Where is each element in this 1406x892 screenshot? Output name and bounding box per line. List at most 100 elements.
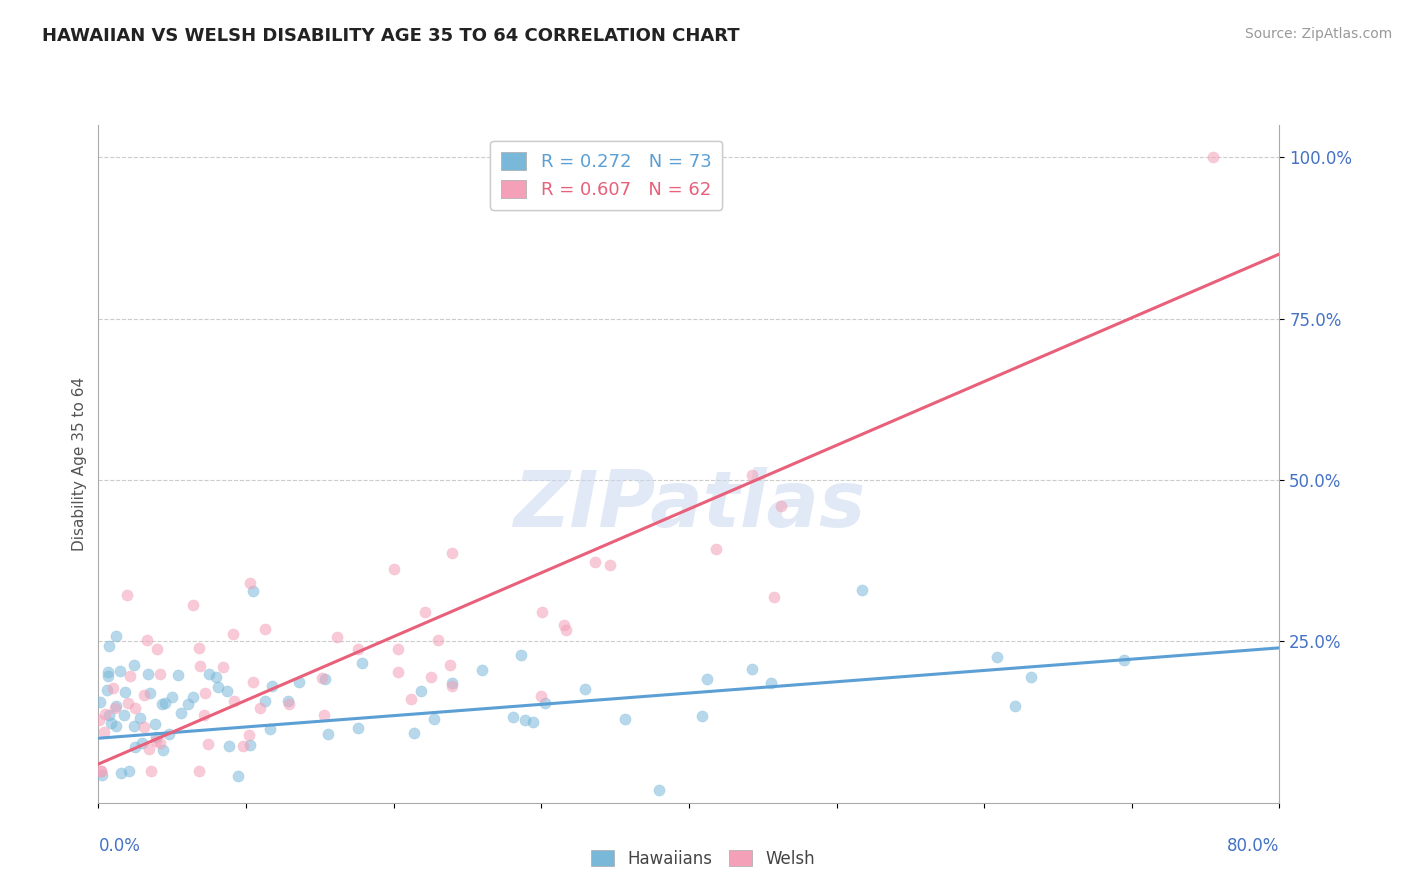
Point <box>440 676 463 690</box>
Y-axis label: Disability Age 35 to 64: Disability Age 35 to 64 <box>72 376 87 551</box>
Point <box>97 668 120 682</box>
Point <box>502 709 524 723</box>
Point <box>157 727 180 741</box>
Point <box>90 767 112 781</box>
Point <box>129 711 152 725</box>
Point <box>515 713 537 727</box>
Text: HAWAIIAN VS WELSH DISABILITY AGE 35 TO 64 CORRELATION CHART: HAWAIIAN VS WELSH DISABILITY AGE 35 TO 6… <box>42 27 740 45</box>
Point <box>1202 150 1225 164</box>
Point <box>115 588 138 602</box>
Point <box>145 734 167 748</box>
Point <box>613 712 636 726</box>
Point <box>131 736 153 750</box>
Point <box>135 633 157 648</box>
Point <box>763 590 786 604</box>
Point <box>105 630 128 644</box>
Point <box>1004 698 1026 713</box>
Point <box>160 690 183 704</box>
Point <box>413 605 436 619</box>
Point <box>181 598 204 612</box>
Point <box>101 681 124 695</box>
Point <box>122 658 145 673</box>
Point <box>143 717 166 731</box>
Point <box>166 668 188 682</box>
Point <box>423 712 446 726</box>
Point <box>238 576 260 591</box>
Point <box>187 640 209 655</box>
Point <box>170 706 193 720</box>
Text: Source: ZipAtlas.com: Source: ZipAtlas.com <box>1244 27 1392 41</box>
Point <box>104 701 127 715</box>
Point <box>1112 652 1135 666</box>
Point <box>1019 669 1042 683</box>
Point <box>696 672 718 686</box>
Point <box>218 739 240 754</box>
Point <box>94 706 117 721</box>
Point <box>530 689 553 703</box>
Legend: R = 0.272   N = 73, R = 0.607   N = 62: R = 0.272 N = 73, R = 0.607 N = 62 <box>491 141 723 211</box>
Text: 80.0%: 80.0% <box>1227 837 1279 855</box>
Point <box>149 735 172 749</box>
Point <box>122 719 145 733</box>
Point <box>599 558 621 573</box>
Point <box>409 684 432 698</box>
Point <box>177 698 200 712</box>
Point <box>314 708 336 723</box>
Point <box>555 624 578 638</box>
Point <box>242 675 264 690</box>
Point <box>136 667 159 681</box>
Point <box>419 670 441 684</box>
Point <box>212 660 235 674</box>
Point <box>533 696 555 710</box>
Point <box>387 665 409 680</box>
Point <box>138 685 160 699</box>
Point <box>242 584 264 599</box>
Point <box>253 694 276 708</box>
Point <box>439 658 461 673</box>
Point <box>114 685 136 699</box>
Point <box>314 672 336 686</box>
Point <box>741 662 763 676</box>
Point <box>90 764 112 778</box>
Point <box>132 720 155 734</box>
Point <box>104 718 127 732</box>
Point <box>253 623 276 637</box>
Point <box>124 740 146 755</box>
Point <box>239 738 262 752</box>
Point <box>426 633 449 648</box>
Point <box>288 675 311 690</box>
Text: 0.0%: 0.0% <box>98 837 141 855</box>
Point <box>382 562 405 576</box>
Point <box>260 679 283 693</box>
Point <box>198 667 221 681</box>
Point <box>232 739 254 753</box>
Point <box>188 764 211 778</box>
Point <box>197 737 219 751</box>
Point <box>387 641 409 656</box>
Point <box>118 669 141 683</box>
Point <box>124 701 146 715</box>
Point <box>89 695 111 709</box>
Text: ZIPatlas: ZIPatlas <box>513 467 865 542</box>
Point <box>100 716 122 731</box>
Point <box>207 681 229 695</box>
Point <box>440 546 463 560</box>
Point <box>145 730 167 744</box>
Point <box>117 696 139 710</box>
Point <box>347 642 370 657</box>
Point <box>104 698 127 713</box>
Point <box>278 697 301 711</box>
Point <box>90 764 112 778</box>
Point <box>583 555 606 569</box>
Point <box>188 658 211 673</box>
Point <box>522 714 544 729</box>
Point <box>217 683 239 698</box>
Point <box>326 630 349 644</box>
Point <box>316 727 339 741</box>
Point <box>118 764 141 778</box>
Point <box>249 700 271 714</box>
Point <box>759 676 782 690</box>
Point <box>647 783 669 797</box>
Point <box>259 722 281 736</box>
Point <box>87 714 110 728</box>
